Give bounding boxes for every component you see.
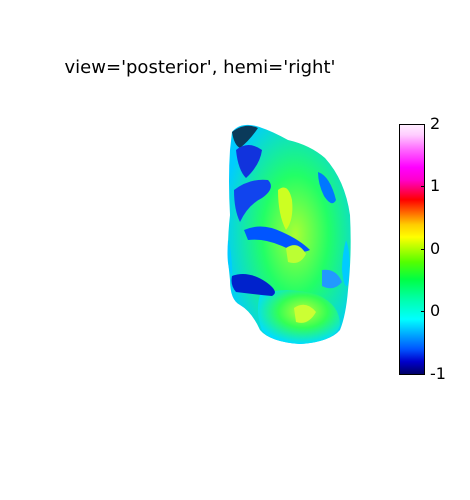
colorbar-tick-label: 0 — [430, 301, 441, 320]
colorbar-tickmark — [421, 186, 425, 187]
gyrus-yellow-2 — [286, 245, 306, 263]
rim-accent-2 — [227, 240, 232, 275]
colorbar-tick-label: 1 — [430, 176, 441, 195]
colorbar-tickmark — [421, 374, 425, 375]
colorbar-tickmark — [421, 311, 425, 312]
gyrus-yellow — [278, 187, 293, 230]
colorbar-tick-label: -1 — [430, 364, 446, 383]
colorbar-tick-label: 0 — [430, 239, 441, 258]
sulcus-top — [232, 125, 258, 148]
colorbar-tick-label: 2 — [430, 114, 441, 133]
sulcus-lower — [231, 274, 275, 296]
colorbar-tickmark — [421, 124, 425, 125]
chart-title: view='posterior', hemi='right' — [64, 57, 336, 78]
sulcus-upper-left — [236, 145, 262, 178]
rim-accent — [342, 240, 350, 286]
sulcus-right — [318, 172, 336, 204]
sulcus-right-lower — [322, 269, 342, 289]
gyrus-yellow-3 — [294, 304, 316, 323]
sulcus-middle — [234, 179, 271, 222]
colorbar-tickmark — [421, 249, 425, 250]
